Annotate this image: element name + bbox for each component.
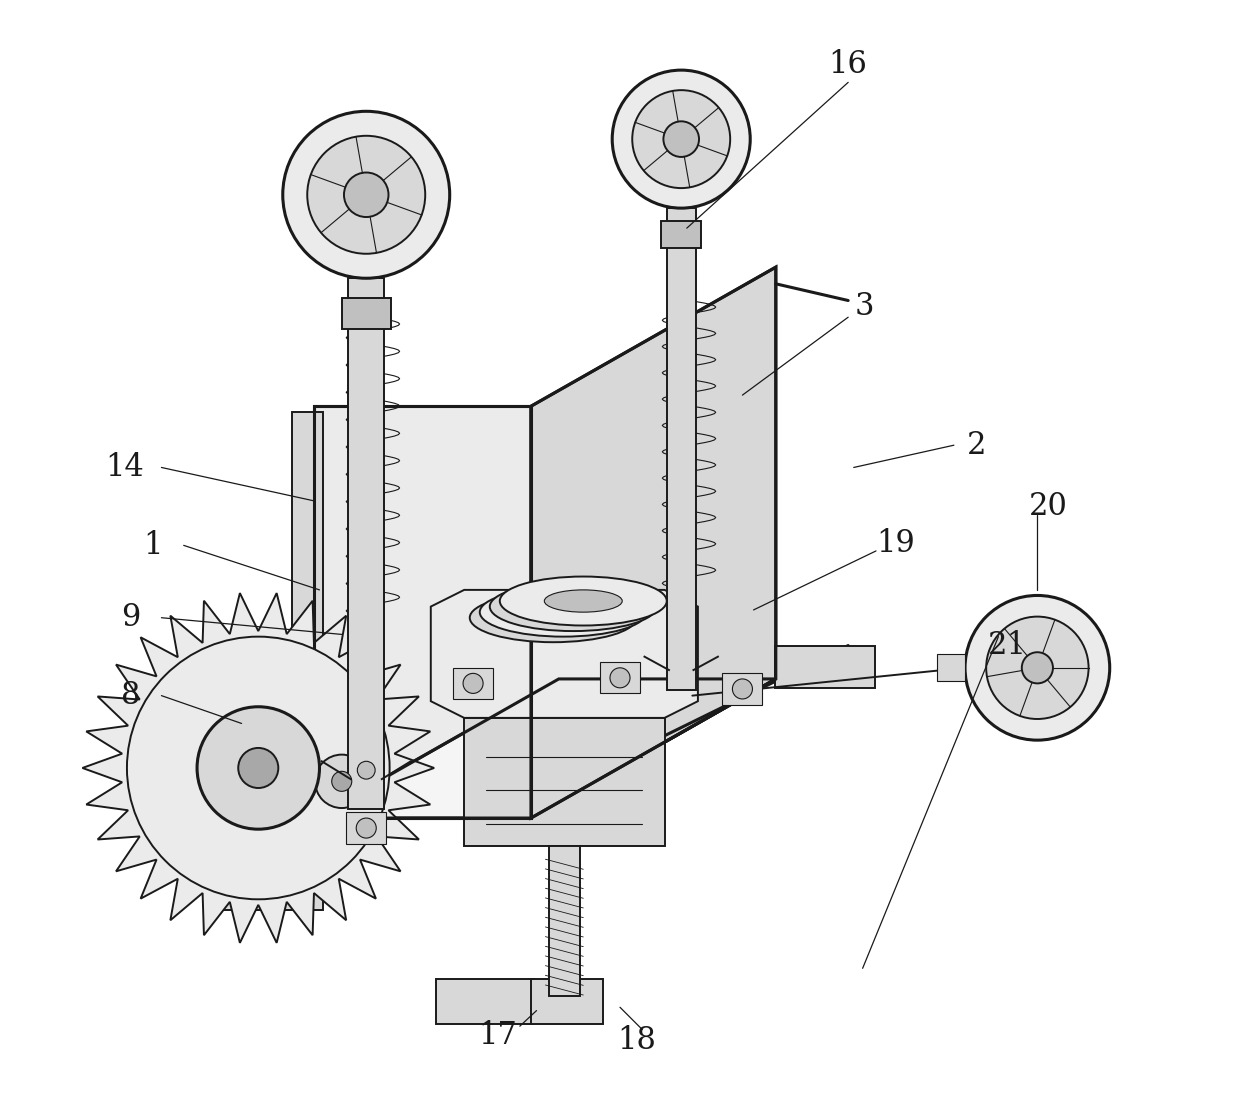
Circle shape — [283, 111, 450, 278]
Bar — [453, 668, 494, 699]
Bar — [723, 673, 763, 705]
Ellipse shape — [480, 588, 647, 637]
Ellipse shape — [490, 582, 657, 631]
Bar — [436, 979, 534, 1024]
Ellipse shape — [515, 607, 593, 629]
Bar — [661, 221, 702, 248]
Ellipse shape — [470, 593, 636, 642]
Polygon shape — [430, 590, 698, 718]
Text: 17: 17 — [479, 1020, 517, 1051]
Circle shape — [965, 595, 1110, 740]
Circle shape — [197, 707, 320, 829]
Ellipse shape — [500, 577, 667, 626]
Circle shape — [357, 761, 376, 779]
Text: 1: 1 — [143, 530, 162, 561]
Circle shape — [632, 90, 730, 188]
Polygon shape — [531, 267, 776, 818]
Text: 18: 18 — [618, 1025, 656, 1056]
Circle shape — [463, 673, 484, 693]
Bar — [531, 979, 604, 1024]
Polygon shape — [291, 412, 322, 807]
Polygon shape — [314, 679, 776, 818]
Text: 19: 19 — [877, 528, 915, 559]
Ellipse shape — [544, 590, 622, 612]
Bar — [937, 654, 965, 681]
Bar — [667, 208, 696, 690]
Bar — [217, 868, 322, 910]
Bar — [342, 298, 391, 329]
Bar — [775, 646, 875, 688]
Bar — [549, 846, 580, 996]
Ellipse shape — [534, 595, 613, 618]
Bar — [348, 278, 384, 809]
Text: 20: 20 — [1029, 491, 1068, 522]
Bar — [346, 812, 387, 844]
Text: 21: 21 — [988, 630, 1027, 661]
Circle shape — [308, 136, 425, 254]
Circle shape — [610, 668, 630, 688]
Polygon shape — [464, 718, 665, 846]
Circle shape — [663, 121, 699, 157]
Circle shape — [332, 771, 352, 791]
Text: 3: 3 — [856, 290, 874, 322]
Text: 9: 9 — [120, 602, 140, 633]
Text: 14: 14 — [105, 452, 144, 483]
Circle shape — [343, 173, 388, 217]
Text: 2: 2 — [966, 430, 986, 461]
Circle shape — [356, 818, 376, 838]
Text: 8: 8 — [120, 680, 140, 711]
Circle shape — [126, 637, 389, 899]
Text: 16: 16 — [828, 49, 868, 80]
Circle shape — [1022, 652, 1053, 683]
Circle shape — [613, 70, 750, 208]
Circle shape — [238, 748, 278, 788]
Ellipse shape — [525, 601, 603, 623]
Circle shape — [986, 617, 1089, 719]
Circle shape — [733, 679, 753, 699]
Bar — [600, 662, 640, 693]
Polygon shape — [314, 406, 531, 818]
Circle shape — [315, 755, 368, 808]
Polygon shape — [82, 593, 434, 943]
